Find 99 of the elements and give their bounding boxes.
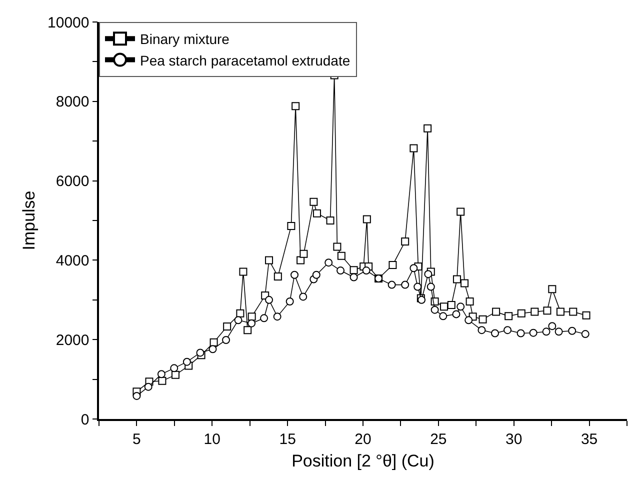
point — [426, 282, 435, 291]
point — [333, 242, 342, 251]
point — [581, 330, 590, 338]
point — [401, 280, 410, 289]
point — [504, 326, 512, 334]
point — [388, 280, 396, 289]
point — [287, 222, 296, 230]
point — [171, 370, 180, 379]
point — [440, 302, 448, 311]
point — [543, 306, 552, 315]
point — [456, 302, 465, 311]
point — [196, 348, 204, 357]
point — [265, 296, 274, 304]
point — [336, 266, 345, 275]
x-tick-label: 35 — [580, 430, 598, 448]
point — [556, 308, 564, 316]
x-axis-title: Position [2 °θ] (Cu) — [292, 452, 434, 471]
point — [248, 319, 256, 328]
point — [265, 256, 274, 264]
point — [478, 326, 486, 334]
point — [324, 258, 333, 267]
point — [452, 275, 461, 284]
point — [274, 272, 282, 280]
point — [260, 314, 268, 322]
point — [492, 308, 500, 316]
y-tick-label: 0 — [80, 411, 90, 428]
point — [244, 326, 252, 334]
point — [273, 312, 282, 321]
point — [362, 215, 371, 224]
point — [310, 198, 318, 206]
point — [464, 316, 473, 324]
point — [223, 322, 232, 330]
point — [132, 392, 141, 400]
y-tick-label: 8000 — [56, 94, 90, 111]
point — [554, 328, 563, 336]
point — [460, 279, 469, 288]
point — [299, 292, 308, 301]
legend-label: Binary mixture — [140, 31, 230, 48]
x-tick-label: 20 — [354, 430, 372, 448]
point — [337, 252, 346, 260]
point — [504, 312, 513, 320]
x-tick-label: 5 — [132, 430, 141, 448]
point — [569, 308, 578, 316]
point — [401, 238, 410, 246]
point — [548, 322, 556, 330]
point — [414, 282, 422, 291]
point — [300, 250, 308, 258]
y-tick-label: 10000 — [48, 14, 90, 32]
point — [516, 329, 525, 338]
point — [210, 338, 218, 346]
point — [517, 309, 526, 318]
point — [157, 370, 166, 378]
point — [248, 312, 256, 321]
point — [362, 266, 370, 275]
point — [424, 270, 432, 278]
legend-label: Pea starch paracetamol extrudate — [140, 52, 350, 68]
y-tick-label: 4000 — [56, 252, 90, 270]
point — [350, 273, 358, 282]
point — [350, 266, 358, 274]
point — [170, 364, 178, 372]
x-tick-label: 10 — [204, 430, 220, 448]
point — [158, 376, 166, 385]
point — [456, 208, 465, 216]
y-tick-label: 2000 — [56, 332, 90, 349]
x-tick-label: 15 — [279, 430, 296, 448]
point — [410, 264, 418, 272]
point — [236, 309, 244, 318]
y-tick-label: 6000 — [56, 173, 90, 190]
point — [530, 308, 539, 316]
point — [582, 311, 590, 320]
point — [542, 328, 550, 336]
point — [239, 268, 248, 276]
y-axis-title: Impulse — [20, 190, 39, 250]
point — [452, 310, 460, 318]
point — [568, 326, 576, 335]
point — [491, 329, 499, 338]
point — [286, 297, 294, 306]
point — [529, 328, 538, 337]
point — [182, 358, 191, 366]
point — [292, 102, 300, 110]
point — [312, 270, 320, 279]
point — [466, 297, 474, 306]
point — [439, 312, 448, 320]
point — [208, 345, 217, 354]
point — [312, 209, 321, 218]
point — [447, 301, 456, 310]
point — [548, 285, 556, 294]
point — [424, 124, 432, 132]
point — [478, 315, 487, 324]
point — [410, 144, 418, 152]
point — [388, 260, 397, 269]
point — [290, 270, 299, 279]
x-tick-label: 30 — [506, 430, 522, 448]
point — [222, 336, 230, 344]
point — [234, 316, 242, 324]
point — [144, 382, 152, 391]
point — [326, 216, 334, 224]
x-tick-label: 25 — [430, 430, 447, 448]
point — [430, 306, 439, 314]
